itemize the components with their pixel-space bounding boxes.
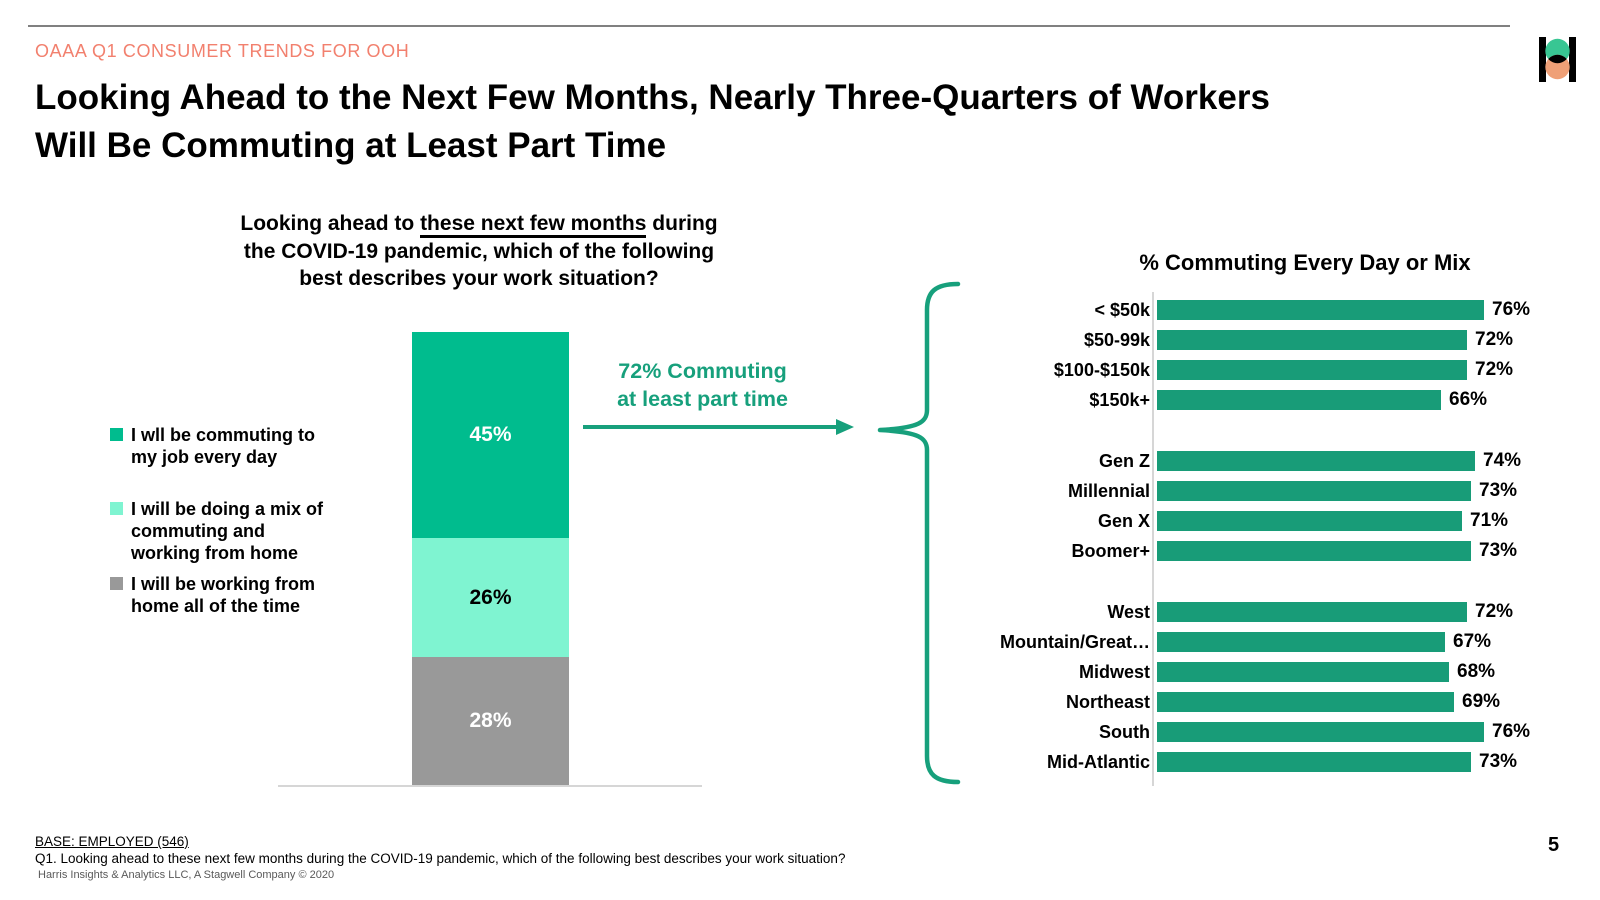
hbar-value-label: 73% [1479,480,1518,501]
callout-line1: 72% Commuting [618,359,787,383]
hbar-category-label: West [1107,601,1150,622]
legend-item: I will be doing a mix of commuting and wor… [110,498,323,564]
hbar-row: West 72% [950,597,1570,627]
hbar-row: $50-99k 72% [950,325,1570,355]
survey-question-line1: Looking ahead to these next few months d… [215,210,743,238]
hbar-row: Midwest 68% [950,657,1570,687]
harris-poll-logo-icon [1539,37,1576,82]
hbar-category-label: Boomer+ [1071,540,1150,561]
hbar-category-label: Mountain/Great… [999,631,1150,652]
footer-base-note: BASE: EMPLOYED (546) [35,834,189,849]
hbar-value-label: 72% [1475,329,1514,350]
page-number: 5 [1548,834,1560,856]
hbar-value-label: 67% [1453,631,1492,652]
hbar-axis-line [1152,292,1154,786]
hbar-category-label: Gen Z [1098,450,1150,471]
question-underlined-text: these next few months [420,212,647,238]
hbar-value-label: 72% [1475,359,1514,380]
stacked-segment: 45% [412,332,569,538]
legend-item-label: I will be working from home all of the ti… [131,574,316,616]
segment-value-label: 26% [469,585,512,609]
hbar-value-label: 76% [1492,721,1531,742]
hbar-row: South 76% [950,717,1570,747]
stacked-segment: 28% [412,657,569,785]
stacked-bar-baseline [278,785,702,787]
hbar-row: $100-$150k 72% [950,355,1570,385]
question-text: Looking ahead to [240,212,421,235]
hbar-category-label: Northeast [1065,691,1150,712]
hbar-bar [1157,662,1449,682]
legend-swatch-icon [110,502,123,515]
hbar-row: Mid-Atlantic 73% [950,747,1570,777]
top-divider [28,25,1510,27]
hbar-value-label: 69% [1462,691,1501,712]
hbar-value-label: 68% [1457,661,1496,682]
hbar-value-label: 73% [1479,540,1518,561]
stacked-segment: 26% [412,538,569,657]
hbar-category-label: Gen X [1097,510,1150,531]
hbar-bar [1157,722,1484,742]
question-text: during [646,212,718,235]
hbar-category-label: $100-$150k [1053,359,1150,380]
hbar-bar [1157,330,1467,350]
slide-title: Looking Ahead to the Next Few Months, Ne… [35,74,1270,170]
slide-title-line2: Will Be Commuting at Least Part Time [35,126,667,165]
hbar-bar [1157,632,1445,652]
curly-brace-icon [877,281,961,785]
stacked-bar: 45% 26% 28% [412,332,569,785]
hbar-bar [1157,752,1471,772]
legend-item-label: I wll be commuting to my job every day [131,425,315,467]
hbar-value-label: 71% [1470,510,1509,531]
hbar-bar [1157,692,1454,712]
hbar-category-label: Mid-Atlantic [1047,751,1150,772]
hbar-value-label: 66% [1449,389,1488,410]
hbar-value-label: 72% [1475,601,1514,622]
hbar-row: < $50k 76% [950,295,1570,325]
survey-question: Looking ahead to these next few months d… [215,210,743,293]
hbar-chart: < $50k 76% $50-99k 72% $100-$150k 72% $150k+ 66… [950,295,1570,777]
legend-item: I wll be commuting to my job every day [110,424,315,468]
hbar-value-label: 76% [1492,299,1531,320]
hbar-bar [1157,511,1462,531]
legend-swatch-icon [110,428,123,441]
hbar-category-label: Millennial [1067,480,1150,501]
survey-question-line3: best describes your work situation? [299,267,659,290]
hbar-bar [1157,602,1467,622]
legend-item-label: I will be doing a mix of commuting and wor… [131,499,324,563]
legend-item: I will be working from home all of the ti… [110,573,315,617]
hbar-category-label: $150k+ [1089,389,1150,410]
hbar-row: Gen X 71% [950,506,1570,536]
survey-question-line2: the COVID-19 pandemic, which of the foll… [243,239,715,263]
callout-line2: at least part time [617,387,788,411]
hbar-row: Mountain/Great… 67% [950,627,1570,657]
hbar-bar [1157,390,1441,410]
hbar-category-label: Midwest [1078,661,1150,682]
hbar-bar [1157,300,1484,320]
hbar-row: Millennial 73% [950,476,1570,506]
arrow-right-icon [583,419,854,435]
legend-swatch-icon [110,577,123,590]
hbar-value-label: 74% [1483,450,1522,471]
hbar-category-label: South [1099,721,1150,742]
eyebrow-label: OAAA Q1 CONSUMER TRENDS FOR OOH [35,41,410,61]
segment-value-label: 28% [469,709,512,732]
hbar-category-label: < $50k [1094,299,1150,320]
hbar-bar [1157,451,1475,471]
footer-source-note: Harris Insights & Analytics LLC, A Stagw… [38,869,335,881]
segment-value-label: 45% [469,423,512,446]
hbar-row: Gen Z 74% [950,446,1570,476]
hbar-row: $150k+ 66% [950,385,1570,415]
hbar-chart-title: % Commuting Every Day or Mix [1139,250,1471,275]
footer-question-note: Q1. Looking ahead to these next few mont… [35,851,846,866]
hbar-bar [1157,360,1467,380]
hbar-row: Northeast 69% [950,687,1570,717]
hbar-row: Boomer+ 73% [950,536,1570,566]
callout-72pct: 72% Commuting at least part time [560,357,845,413]
hbar-category-label: $50-99k [1083,329,1150,350]
hbar-bar [1157,541,1471,561]
hbar-bar [1157,481,1471,501]
hbar-value-label: 73% [1479,751,1518,772]
slide-title-line1: Looking Ahead to the Next Few Months, Ne… [35,78,1270,117]
